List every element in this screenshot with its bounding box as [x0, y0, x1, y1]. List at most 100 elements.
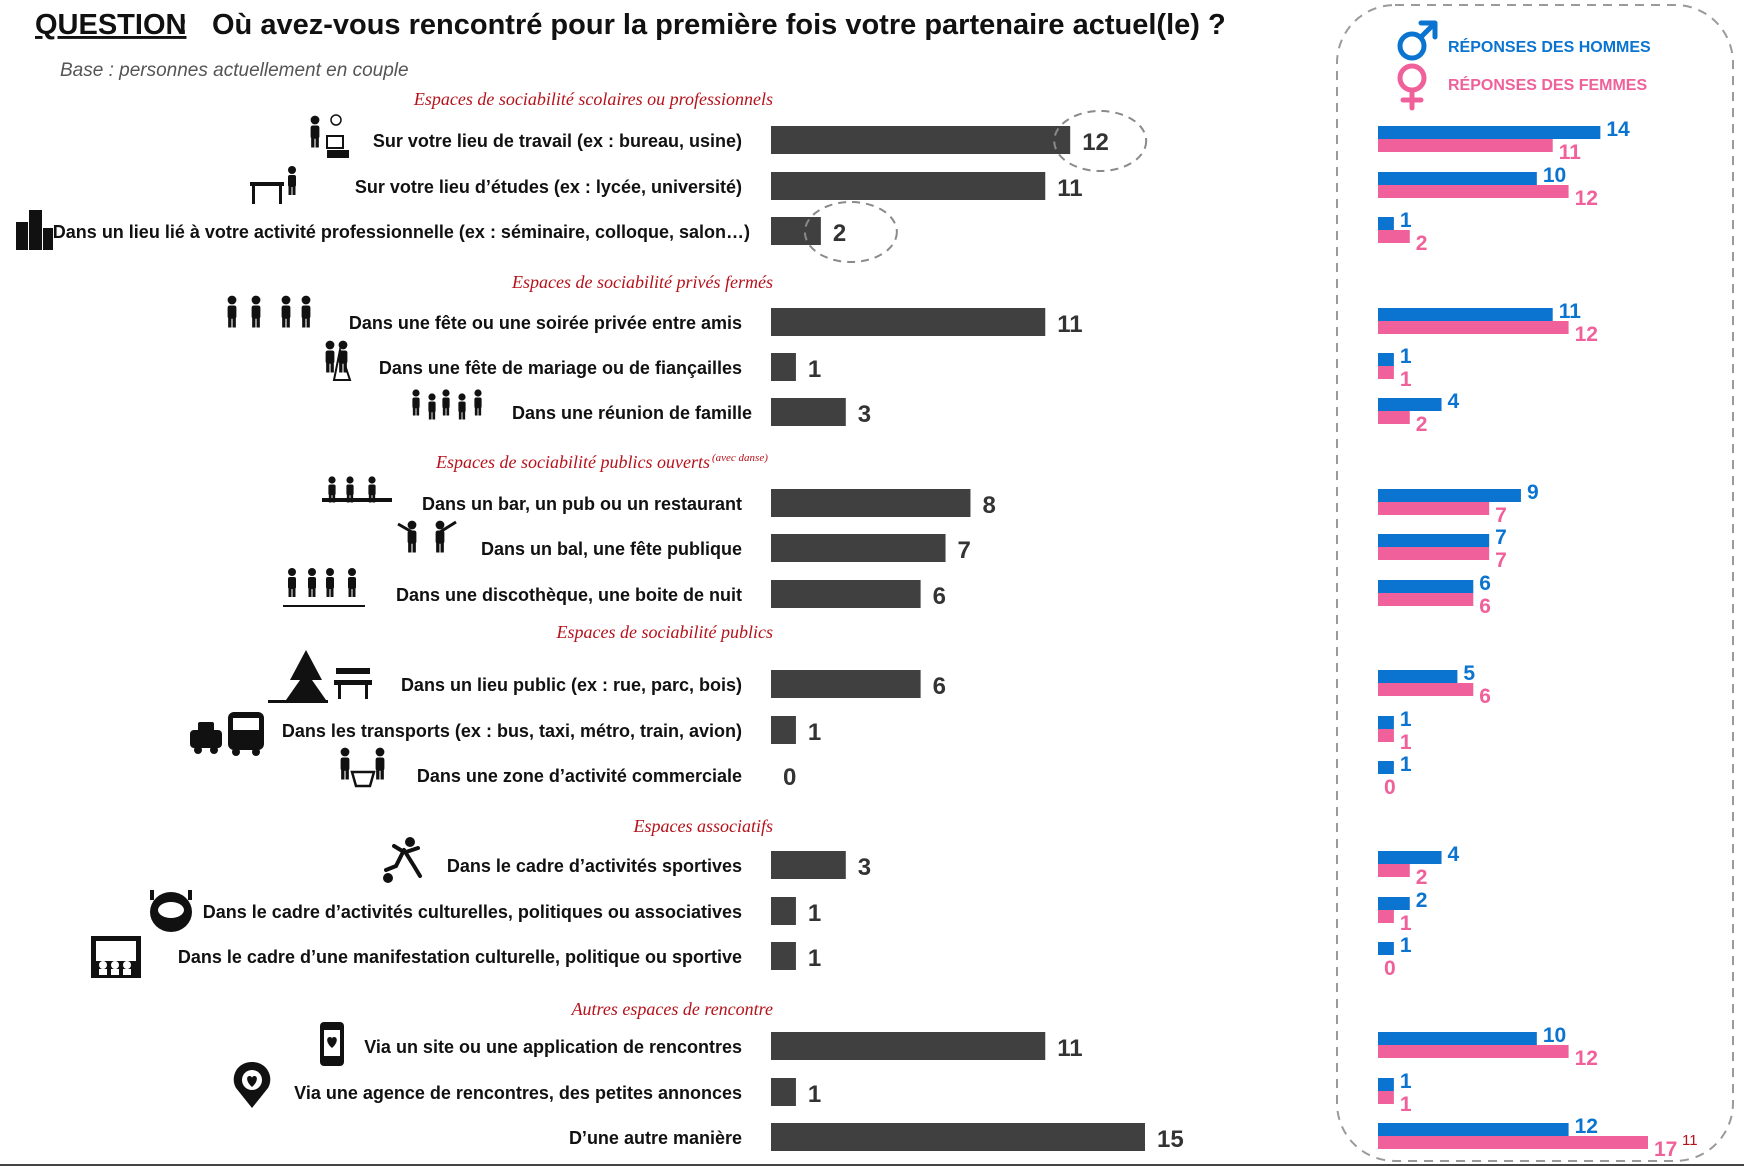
- total-value-label: 1: [808, 1081, 821, 1108]
- men-bar: [1378, 670, 1458, 683]
- men-value-label: 10: [1543, 164, 1566, 187]
- total-value-label: 0: [783, 764, 796, 791]
- bar-restaurant-icon: [322, 476, 392, 503]
- section-header: Espaces de sociabilité privés fermés: [511, 272, 773, 292]
- total-value-label: 3: [858, 401, 871, 428]
- question-text: Où avez-vous rencontré pour la première …: [212, 9, 1226, 41]
- category-label: Dans une réunion de famille: [512, 403, 752, 423]
- total-value-label: 15: [1157, 1126, 1184, 1153]
- men-value-label: 1: [1400, 708, 1412, 731]
- total-bar: [771, 851, 846, 879]
- theater-stage-icon: [91, 936, 141, 978]
- women-value-label: 1: [1400, 368, 1412, 391]
- women-bar: [1378, 910, 1394, 923]
- men-value-label: 9: [1527, 481, 1539, 504]
- student-desk-icon: [250, 166, 296, 204]
- men-value-label: 10: [1543, 1024, 1566, 1047]
- women-value-label: 7: [1495, 504, 1507, 527]
- men-value-label: 1: [1400, 345, 1412, 368]
- men-value-label: 4: [1448, 843, 1460, 866]
- category-label: Dans le cadre d’activités culturelles, p…: [203, 902, 742, 922]
- women-bar: [1378, 1136, 1648, 1149]
- total-bar: [771, 897, 796, 925]
- total-bar: [771, 1078, 796, 1106]
- women-bar: [1378, 411, 1410, 424]
- section-headers: Espaces de sociabilité scolaires ou prof…: [413, 89, 773, 1019]
- women-bar: [1378, 185, 1569, 198]
- men-bar: [1378, 942, 1394, 955]
- men-bar: [1378, 897, 1410, 910]
- category-label: Dans le cadre d’activités sportives: [447, 856, 742, 876]
- men-bar: [1378, 851, 1442, 864]
- total-value-label: 11: [1057, 1035, 1082, 1062]
- men-bar: [1378, 353, 1394, 366]
- men-bar: [1378, 1078, 1394, 1091]
- category-label: Dans un lieu lié à votre activité profes…: [53, 222, 750, 242]
- total-bar: [771, 580, 921, 608]
- total-bar: [771, 942, 796, 970]
- total-value-label: 1: [808, 719, 821, 746]
- women-bar: [1378, 1045, 1569, 1058]
- question-label: QUESTION: [35, 9, 186, 41]
- women-value-label: 0: [1384, 957, 1396, 980]
- total-value-label: 6: [933, 583, 946, 610]
- total-value-label: 1: [808, 945, 821, 972]
- category-label: Dans une fête de mariage ou de fiançaill…: [379, 358, 742, 378]
- women-bar: [1378, 1091, 1394, 1104]
- category-icons: [16, 114, 482, 1108]
- total-value-label: 1: [808, 900, 821, 927]
- total-bar: [771, 716, 796, 744]
- women-bar: [1378, 230, 1410, 243]
- nightclub-dancers-icon: [283, 568, 365, 607]
- men-bar: [1378, 580, 1474, 593]
- gender-bars: 1411101212111211429777665611104221101012…: [1378, 118, 1698, 1161]
- women-bar: [1378, 366, 1394, 379]
- category-label: Dans un lieu public (ex : rue, parc, boi…: [401, 675, 742, 695]
- men-value-label: 7: [1495, 526, 1507, 549]
- men-value-label: 2: [1416, 889, 1428, 912]
- women-value-label: 0: [1384, 776, 1396, 799]
- question-separator: :: [178, 9, 188, 41]
- total-bar: [771, 489, 971, 517]
- women-bar: [1378, 547, 1490, 560]
- men-bar: [1378, 489, 1521, 502]
- section-header: Espaces de sociabilité scolaires ou prof…: [413, 89, 773, 109]
- women-bar: [1378, 321, 1569, 334]
- men-bar: [1378, 172, 1537, 185]
- office-worker-icon: [310, 114, 349, 158]
- total-bar: [771, 1032, 1046, 1060]
- park-bench-icon: [268, 650, 372, 703]
- category-label: Sur votre lieu de travail (ex : bureau, …: [373, 131, 742, 151]
- women-value-label: 2: [1416, 866, 1428, 889]
- total-bar: [771, 353, 796, 381]
- category-labels: Sur votre lieu de travail (ex : bureau, …: [53, 131, 752, 1148]
- male-symbol-icon: [1397, 20, 1438, 61]
- women-value-label: 2: [1416, 232, 1428, 255]
- taxi-bus-icon: [190, 712, 264, 756]
- section-header-sup: (avec danse): [712, 452, 768, 464]
- dancing-couple-icon: [397, 520, 457, 553]
- women-value-label: 1: [1400, 912, 1412, 935]
- total-bar: [771, 1123, 1145, 1151]
- category-label: Via un site ou une application de rencon…: [364, 1037, 742, 1057]
- shopping-cart-icon: [340, 747, 385, 788]
- base-note: Base : personnes actuellement en couple: [60, 60, 409, 81]
- men-value-label: 14: [1606, 118, 1630, 141]
- total-value-label: 1: [808, 356, 821, 383]
- party-friends-icon: [227, 295, 311, 328]
- category-label: Dans une fête ou une soirée privée entre…: [349, 313, 742, 333]
- women-value-label: 12: [1575, 1047, 1598, 1070]
- smartphone-heart-icon: [320, 1022, 344, 1066]
- category-label: Dans un bal, une fête publique: [481, 539, 742, 559]
- category-label: Sur votre lieu d’études (ex : lycée, uni…: [355, 177, 742, 197]
- men-value-label: 4: [1448, 390, 1460, 413]
- men-bar: [1378, 308, 1553, 321]
- total-bar: [771, 534, 946, 562]
- total-bar: [771, 308, 1046, 336]
- category-label: Via une agence de rencontres, des petite…: [294, 1083, 742, 1103]
- total-value-label: 3: [858, 854, 871, 881]
- wedding-couple-icon: [325, 340, 352, 381]
- footnote-annotation: 11: [1682, 1132, 1698, 1149]
- men-value-label: 1: [1400, 209, 1412, 232]
